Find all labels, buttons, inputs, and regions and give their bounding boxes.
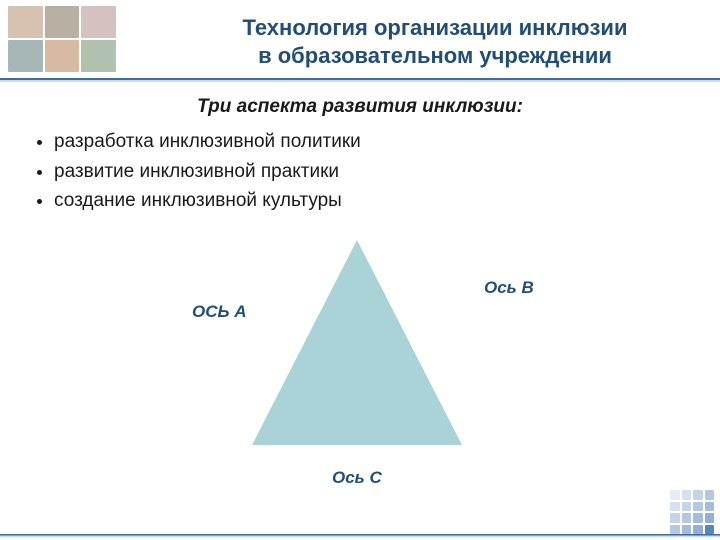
corner-dot bbox=[670, 502, 680, 512]
corner-dot bbox=[693, 490, 703, 500]
photo-placeholder bbox=[81, 6, 116, 38]
photo-grid bbox=[8, 6, 116, 72]
subtitle: Три аспекта развития инклюзии: bbox=[34, 96, 686, 118]
bullet-item: разработка инклюзивной политики bbox=[54, 128, 686, 156]
photo-placeholder bbox=[81, 40, 116, 72]
triangle-diagram: ОСЬ А Ось В Ось С bbox=[0, 230, 720, 520]
corner-dot bbox=[693, 525, 703, 535]
slide: Технология организации инклюзии в образо… bbox=[0, 0, 720, 540]
bullet-list: разработка инклюзивной политики развитие… bbox=[34, 128, 686, 215]
corner-dot bbox=[693, 502, 703, 512]
header-underline bbox=[0, 78, 720, 82]
footer-line bbox=[0, 534, 720, 537]
axis-label-a: ОСЬ А bbox=[192, 302, 247, 322]
corner-dot bbox=[682, 513, 692, 523]
corner-dot bbox=[705, 502, 715, 512]
corner-dot bbox=[682, 490, 692, 500]
corner-dot bbox=[705, 513, 715, 523]
title-line-2: в образовательном учреждении bbox=[258, 43, 612, 68]
corner-dot bbox=[705, 525, 715, 535]
triangle-polygon bbox=[252, 240, 462, 445]
slide-title: Технология организации инклюзии в образо… bbox=[170, 14, 700, 69]
corner-dot bbox=[670, 525, 680, 535]
bullet-item: развитие инклюзивной практики bbox=[54, 158, 686, 186]
bullet-item: создание инклюзивной культуры bbox=[54, 187, 686, 215]
content: Три аспекта развития инклюзии: разработк… bbox=[34, 96, 686, 217]
corner-dot bbox=[682, 525, 692, 535]
axis-label-c: Ось С bbox=[332, 468, 382, 488]
corner-dot bbox=[693, 513, 703, 523]
corner-dot bbox=[682, 502, 692, 512]
photo-placeholder bbox=[8, 6, 43, 38]
axis-label-b: Ось В bbox=[484, 278, 534, 298]
corner-decoration bbox=[670, 490, 714, 534]
photo-placeholder bbox=[45, 40, 80, 72]
corner-dot bbox=[705, 490, 715, 500]
photo-placeholder bbox=[8, 40, 43, 72]
corner-dot bbox=[670, 490, 680, 500]
corner-dot bbox=[670, 513, 680, 523]
photo-placeholder bbox=[45, 6, 80, 38]
triangle-shape bbox=[252, 240, 462, 445]
header: Технология организации инклюзии в образо… bbox=[0, 0, 720, 80]
title-line-1: Технология организации инклюзии bbox=[243, 15, 628, 40]
